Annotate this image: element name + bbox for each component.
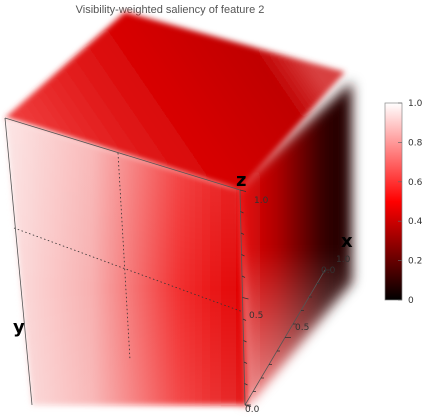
cube-volume: [5, 12, 352, 405]
x-axis-label: x: [341, 231, 353, 252]
z-tick-mark-6: [241, 275, 246, 278]
colorbar-tick-label-2: 0.4: [408, 217, 423, 227]
x-tick-label-2: 0.5: [295, 323, 309, 333]
cube-top-face: [5, 12, 345, 190]
colorbar-tick-label-3: 0.6: [408, 178, 423, 188]
z-tick-mark-1: [244, 383, 248, 386]
z-axis-label: z: [236, 170, 246, 191]
z-tick-mark-7: [241, 254, 245, 257]
z-tick-mark-4: [242, 318, 247, 321]
colorbar-tick-label-0: 0: [408, 296, 414, 306]
cube-grid-lines: [13, 152, 244, 361]
x-tick-label-1: 0.0: [321, 266, 336, 276]
z-axis: 1.0 0.5 0.0 z: [236, 170, 269, 415]
z-tick-label-3: 0.0: [245, 405, 260, 415]
cube-front-face-light: [5, 118, 247, 405]
colorbar: 0 0.2 0.4 0.6 0.8 1.0: [384, 99, 423, 306]
grid-line-vertical: [117, 152, 131, 361]
colorbar-tick-label-4: 0.8: [408, 138, 423, 148]
y-axis-label: y: [13, 317, 25, 338]
z-tick-mark-8: [240, 232, 245, 235]
x-axis: 0.0 0.5 1.0 x: [245, 231, 353, 406]
grid-line-horizontal: [13, 227, 244, 313]
z-tick-mark-9: [240, 211, 244, 214]
x-tick-label-3: 1.0: [336, 255, 351, 265]
colorbar-ticks: 0 0.2 0.4 0.6 0.8 1.0: [398, 99, 423, 306]
colorbar-tick-label-1: 0.2: [408, 257, 422, 267]
z-tick-mark-2: [243, 361, 248, 364]
z-tick-mark-10: [239, 189, 247, 192]
z-tick-label-2: 0.5: [249, 311, 263, 321]
edge-left-vertical: [4, 117, 33, 406]
z-tick-label-1: 1.0: [254, 196, 269, 206]
edge-front-top: [4, 117, 241, 191]
colorbar-tick-label-5: 1.0: [408, 99, 423, 109]
chart-title: Visibility-weighted saliency of feature …: [76, 4, 265, 16]
cube-right-face-fade: [232, 82, 352, 405]
z-tick-mark-3: [243, 340, 247, 343]
z-tick-mark-5: [242, 297, 249, 300]
colorbar-gradient: [384, 102, 403, 301]
